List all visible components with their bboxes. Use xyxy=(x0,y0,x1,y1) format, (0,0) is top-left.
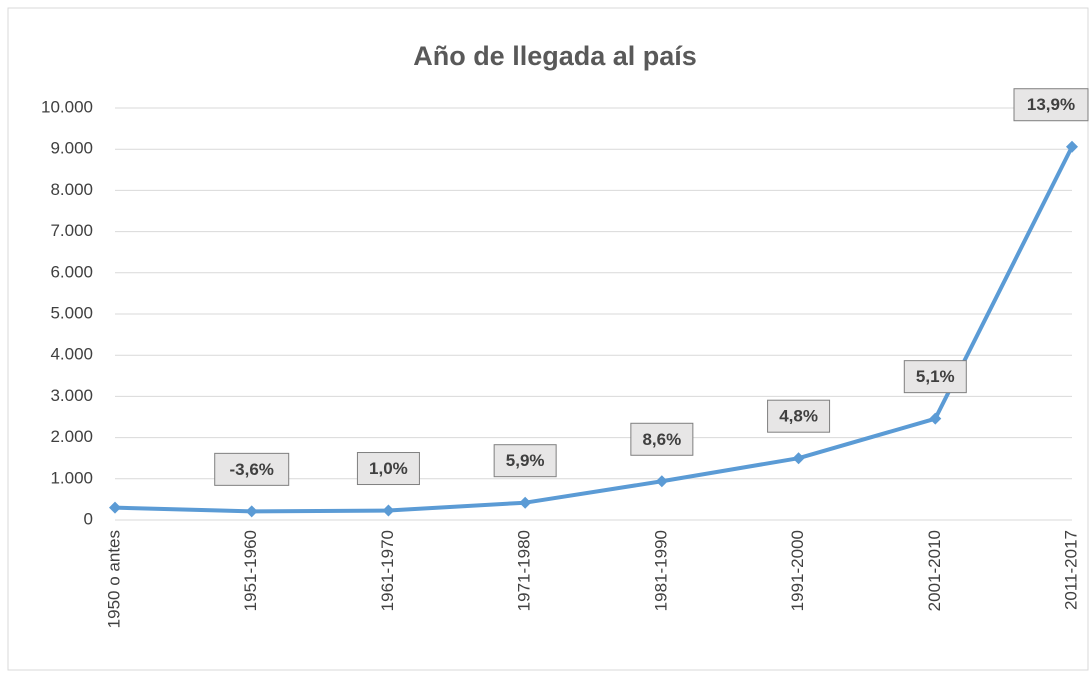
y-tick-label: 5.000 xyxy=(50,303,93,322)
annotation-box xyxy=(214,452,290,486)
annotation: 1,0% xyxy=(369,459,408,478)
point-marker xyxy=(245,505,258,518)
x-tick-label: 1981-1990 xyxy=(651,530,670,611)
y-tick-label: 3.000 xyxy=(50,386,93,405)
annotation: 5,9% xyxy=(506,451,545,470)
x-tick-label: 2011-2017 xyxy=(1061,530,1080,610)
annotation: -3,6% xyxy=(230,460,274,479)
point-marker xyxy=(109,501,121,514)
x-tick-label: 1961-1970 xyxy=(378,530,397,611)
y-tick-label: 7.000 xyxy=(50,221,93,240)
x-tick-label: 1971-1980 xyxy=(515,530,534,611)
annotation-box xyxy=(767,399,831,433)
annotation-box xyxy=(356,452,420,486)
chart-title: Año de llegada al país xyxy=(413,41,697,71)
annotation: 13,9% xyxy=(1027,95,1075,114)
y-tick-label: 6.000 xyxy=(50,262,93,281)
point-marker xyxy=(519,496,532,509)
annotation-box xyxy=(1013,88,1089,122)
y-tick-label: 1.000 xyxy=(50,468,93,487)
annotation: 8,6% xyxy=(642,430,681,449)
y-tick-label: 9.000 xyxy=(50,139,93,158)
point-marker xyxy=(382,504,395,517)
y-tick-label: 4.000 xyxy=(50,345,93,364)
annotation-box xyxy=(493,444,557,478)
annotation-box xyxy=(903,360,967,394)
x-tick-label: 1991-2000 xyxy=(788,530,807,611)
x-tick-label: 1951-1960 xyxy=(241,530,260,611)
line xyxy=(114,145,1074,514)
point-marker xyxy=(792,452,805,465)
annotation: 4,8% xyxy=(779,407,818,426)
y-tick-label: 8.000 xyxy=(50,180,93,199)
point-marker xyxy=(655,475,668,488)
annotation: 5,1% xyxy=(916,367,955,386)
y-tick-label: 2.000 xyxy=(50,427,93,446)
y-tick-label: 10.000 xyxy=(41,97,93,116)
point-marker xyxy=(1066,140,1078,153)
x-tick-label: 1950 o antes xyxy=(104,530,123,628)
y-tick-label: 0 xyxy=(84,509,93,528)
point-marker xyxy=(929,412,942,425)
x-tick-label: 2001-2010 xyxy=(925,530,944,611)
annotation-box xyxy=(630,422,694,456)
chart-border xyxy=(7,7,1089,671)
